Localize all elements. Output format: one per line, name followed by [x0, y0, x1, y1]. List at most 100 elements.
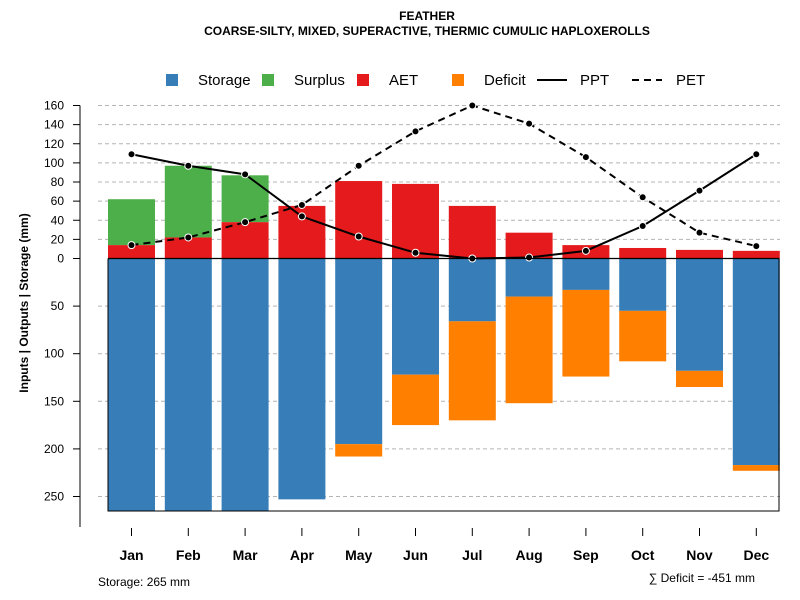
- deficit-note: ∑ Deficit = -451 mm: [649, 571, 755, 585]
- deficit-bar-dec: [732, 465, 780, 471]
- pet-point-may: [354, 161, 363, 170]
- legend-aet-swatch: [357, 74, 369, 86]
- aet-bar-jul: [448, 205, 496, 259]
- ppt-point-aug: [525, 253, 534, 262]
- storage-bar-dec: [732, 258, 780, 466]
- storage-bar-feb: [164, 258, 212, 511]
- y-tick-label: 40: [51, 213, 65, 227]
- storage-bar-aug: [505, 258, 553, 297]
- pet-point-jul: [468, 101, 477, 110]
- aet-bar-may: [335, 181, 383, 259]
- pet-point-jan: [127, 241, 136, 250]
- x-tick-label-nov: Nov: [686, 547, 713, 563]
- x-tick-label-may: May: [345, 547, 372, 563]
- storage-bar-nov: [676, 258, 723, 371]
- aet-bar-nov: [676, 249, 723, 259]
- aet-bar-oct: [619, 247, 667, 259]
- deficit-bar-sep: [562, 289, 610, 377]
- surplus-bar-feb: [164, 165, 212, 238]
- chart-title: FEATHER: [399, 9, 455, 23]
- deficit-bar-jun: [392, 374, 439, 426]
- ppt-point-sep: [581, 246, 590, 255]
- legend-pet-label: PET: [676, 72, 705, 89]
- ppt-point-jun: [411, 248, 420, 257]
- legend-surplus-label: Surplus: [294, 72, 345, 89]
- pet-point-feb: [184, 233, 193, 242]
- storage-bar-jun: [392, 258, 439, 375]
- pet-point-dec: [752, 242, 761, 251]
- bars: [108, 165, 780, 511]
- pet-point-apr: [297, 200, 306, 209]
- pet-point-aug: [525, 119, 534, 128]
- y-tick-label: 250: [44, 490, 64, 504]
- deficit-bar-aug: [505, 296, 553, 404]
- ppt-point-may: [354, 232, 363, 241]
- storage-bar-apr: [278, 258, 326, 500]
- storage-bar-may: [335, 258, 383, 445]
- deficit-bar-may: [335, 444, 383, 457]
- y-axis-label: Inputs | Outputs | Storage (mm): [17, 213, 31, 392]
- legend-deficit-label: Deficit: [484, 72, 527, 89]
- pet-point-jun: [411, 127, 420, 136]
- legend-storage-label: Storage: [198, 72, 251, 89]
- ppt-point-jan: [127, 150, 136, 159]
- pet-point-oct: [638, 193, 647, 202]
- deficit-bar-jul: [448, 321, 496, 421]
- aet-bar-jun: [392, 183, 439, 259]
- surplus-bar-jan: [108, 199, 155, 246]
- aet-bar-mar: [221, 222, 269, 259]
- legend-surplus-swatch: [262, 74, 274, 86]
- pet-point-nov: [695, 228, 704, 237]
- y-tick-label: 20: [51, 232, 65, 246]
- storage-bar-sep: [562, 258, 610, 290]
- lower-frame: [107, 258, 780, 512]
- ppt-point-apr: [297, 212, 306, 221]
- storage-bar-oct: [619, 258, 667, 311]
- pet-point-mar: [241, 218, 250, 227]
- y-tick-label: 80: [51, 175, 65, 189]
- pet-line: [131, 104, 757, 248]
- y-tick-label: 150: [44, 394, 64, 408]
- storage-bar-jul: [448, 258, 496, 322]
- storage-bar-mar: [221, 258, 269, 511]
- y-tick-label: 200: [44, 442, 64, 456]
- ppt-point-nov: [695, 186, 704, 195]
- legend-aet-label: AET: [389, 72, 418, 89]
- deficit-bar-nov: [676, 370, 723, 388]
- x-tick-label-aug: Aug: [515, 547, 542, 563]
- y-tick-label: 120: [44, 137, 64, 151]
- legend: Storage Surplus AET Deficit PPT PET: [166, 72, 705, 89]
- y-tick-label: 0: [57, 252, 64, 266]
- deficit-bar-oct: [619, 310, 667, 362]
- chart-subtitle: COARSE-SILTY, MIXED, SUPERACTIVE, THERMI…: [204, 24, 650, 38]
- x-tick-label-mar: Mar: [233, 547, 258, 563]
- y-tick-label: 100: [44, 347, 64, 361]
- ppt-point-oct: [638, 221, 647, 230]
- y-tick-label: 160: [44, 99, 64, 113]
- aet-bar-feb: [164, 237, 212, 259]
- storage-note: Storage: 265 mm: [98, 575, 190, 589]
- x-tick-label-dec: Dec: [743, 547, 769, 563]
- y-tick-label: 100: [44, 156, 64, 170]
- x-tick-label-feb: Feb: [176, 547, 201, 563]
- aet-bar-dec: [732, 250, 780, 259]
- legend-deficit-swatch: [452, 74, 464, 86]
- surplus-bar-mar: [221, 175, 269, 223]
- y-tick-label: 60: [51, 194, 65, 208]
- pet-point-sep: [581, 153, 590, 162]
- legend-ppt-label: PPT: [580, 72, 609, 89]
- y-tick-label: 50: [51, 299, 65, 313]
- x-tick-label-jun: Jun: [403, 547, 428, 563]
- axes: 0 20 40 60 80 100 120 140 160 50 100 150 200 250 Jan Fe…: [44, 99, 780, 563]
- x-tick-label-oct: Oct: [631, 547, 655, 563]
- ppt-line: [131, 153, 757, 260]
- x-tick-label-sep: Sep: [573, 547, 599, 563]
- ppt-point-dec: [752, 150, 761, 159]
- aet-bar-jan: [108, 245, 155, 259]
- x-tick-label-jan: Jan: [119, 547, 143, 563]
- y-tick-label: 140: [44, 118, 64, 132]
- storage-bar-jan: [108, 258, 155, 511]
- x-tick-label-apr: Apr: [290, 547, 315, 563]
- ppt-point-feb: [184, 161, 193, 170]
